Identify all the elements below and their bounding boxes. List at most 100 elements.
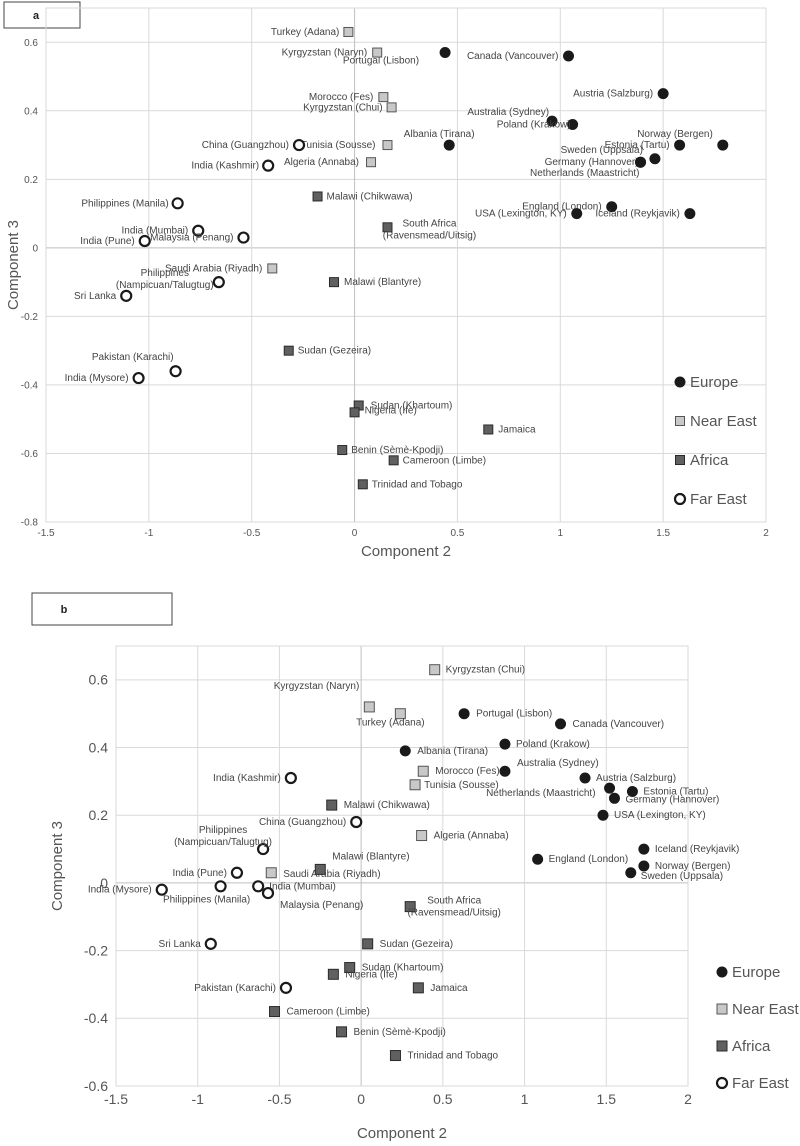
point-label-benin-seme-kpodji: Benin (Sèmè-Kpodji) bbox=[351, 445, 443, 456]
data-point-morocco-fes bbox=[417, 765, 429, 777]
data-point-saudi-arabia-riyadh bbox=[267, 263, 278, 274]
x-tick-label: -1.5 bbox=[37, 528, 55, 539]
y-tick-label: 0.6 bbox=[89, 672, 109, 688]
data-point-tunisia-sousse bbox=[382, 140, 393, 151]
y-tick-label: 0.4 bbox=[89, 739, 109, 755]
chart-panel-a: a -1.5 -1 -0.5 0 0.5 1 1.5 2 -0.8 -0.6 -0.4 -0.2 0 0.2… bbox=[3, 1, 769, 560]
point-label-saudi-arabia-riyadh: Saudi Arabia (Riyadh) bbox=[283, 869, 380, 880]
legend: Europe Near East Africa Far East bbox=[715, 964, 800, 1092]
point-label-india-mumbai: India (Mumbai) bbox=[122, 226, 189, 237]
series-europe: Portugal (Lisbon) Canada (Vancouver) Austr… bbox=[343, 47, 729, 220]
data-point-south-africa-ravensmead-uitsig bbox=[404, 901, 416, 913]
data-point-india-pune bbox=[138, 234, 151, 248]
y-tick-label: -0.4 bbox=[21, 380, 39, 391]
data-point-india-pune bbox=[230, 866, 244, 879]
point-label-norway-bergen: Norway (Bergen) bbox=[637, 129, 713, 140]
data-point-usa-lexington-ky bbox=[597, 809, 609, 821]
plot-frame bbox=[115, 645, 689, 1087]
data-point-india-mumbai bbox=[252, 880, 265, 893]
plot-frame bbox=[45, 7, 767, 523]
point-label-albania-tirana: Albania (Tirana) bbox=[404, 129, 475, 140]
data-point-sudan-gezeira bbox=[283, 345, 294, 356]
data-point-sweden-uppsala bbox=[649, 153, 661, 165]
series-near-east: Turkey (Adana) Kyrgyzstan (Naryn) Morocco … bbox=[165, 26, 397, 274]
data-point-trinidad-and-tobago bbox=[357, 479, 368, 490]
y-tick-label: 0 bbox=[32, 243, 38, 254]
point-label-cameroon-limbe: Cameroon (Limbe) bbox=[287, 1007, 370, 1018]
data-point-china-guangzhou bbox=[292, 138, 306, 152]
point-label-sri-lanka: Sri Lanka bbox=[159, 939, 202, 950]
data-point-jamaica bbox=[483, 424, 494, 435]
point-label-trinidad-and-tobago: Trinidad and Tobago bbox=[372, 479, 463, 490]
legend-item-far-east: Far East bbox=[715, 1075, 790, 1092]
point-label-malawi-chikwawa: Malawi (Chikwawa) bbox=[344, 800, 430, 811]
data-point-australia-sydney bbox=[546, 115, 558, 127]
data-point-morocco-fes bbox=[378, 92, 389, 103]
data-point-india-kashmir bbox=[262, 159, 275, 172]
legend-label-africa: Africa bbox=[732, 1038, 771, 1055]
legend-marker-europe bbox=[674, 376, 686, 388]
y-tick-label: -0.6 bbox=[84, 1078, 108, 1094]
data-point-turkey-adana bbox=[394, 708, 406, 720]
data-point-benin-seme-kpodji bbox=[337, 445, 348, 456]
data-point-algeria-annaba bbox=[366, 157, 377, 168]
data-point-malawi-chikwawa bbox=[312, 191, 323, 202]
y-tick-label: -0.4 bbox=[84, 1010, 108, 1026]
legend-item-europe: Europe bbox=[674, 374, 738, 391]
y-tick-label: 0.6 bbox=[24, 38, 38, 49]
data-point-benin-seme-kpodji bbox=[336, 1026, 348, 1038]
legend-label-africa: Africa bbox=[690, 452, 729, 469]
y-tick-label: 0 bbox=[100, 875, 108, 891]
point-label-iceland-reykjavik: Iceland (Reykjavik) bbox=[595, 209, 679, 220]
point-label-malawi-chikwawa: Malawi (Chikwawa) bbox=[327, 191, 413, 202]
legend-label-far-east: Far East bbox=[732, 1075, 790, 1092]
x-tick-label: -1 bbox=[191, 1091, 204, 1107]
data-point-pakistan-karachi bbox=[279, 981, 293, 994]
data-point-iceland-reykjavik bbox=[638, 843, 650, 855]
point-label-australia-sydney: Australia (Sydney) bbox=[467, 107, 549, 118]
point-label-trinidad-and-tobago: Trinidad and Tobago bbox=[407, 1051, 498, 1062]
point-label-tunisia-sousse: Tunisia (Sousse) bbox=[301, 140, 376, 151]
point-label-poland-krakow: Poland (Krakow) bbox=[516, 739, 590, 750]
point-label-sudan-khartoum: Sudan (Khartoum) bbox=[362, 963, 444, 974]
point-label-albania-tirana: Albania (Tirana) bbox=[417, 746, 488, 757]
data-point-portugal-lisbon bbox=[439, 47, 451, 59]
legend-label-near-east: Near East bbox=[732, 1001, 800, 1018]
y-tick-label: 0.4 bbox=[24, 106, 38, 117]
point-label-morocco-fes: Morocco (Fes) bbox=[309, 92, 373, 103]
data-point-india-mumbai bbox=[192, 224, 205, 237]
data-point-estonia-tartu bbox=[626, 786, 638, 798]
point-label-india-pune: India (Pune) bbox=[172, 868, 226, 879]
point-label-turkey-adana: Turkey (Adana) bbox=[356, 718, 425, 729]
point-label-germany-hannover: Germany (Hannover) bbox=[625, 794, 719, 805]
point-label-jamaica: Jamaica bbox=[498, 424, 536, 435]
data-point-india-mysore bbox=[132, 371, 145, 385]
point-label-pakistan-karachi: Pakistan (Karachi) bbox=[194, 983, 276, 994]
point-label-estonia-tartu: Estonia (Tartu) bbox=[605, 140, 670, 151]
point-label-india-pune: India (Pune) bbox=[80, 236, 134, 247]
point-label-kyrgyzstan-chui: Kyrgyzstan (Chui) bbox=[303, 102, 382, 113]
point-label-sweden-uppsala: Sweden (Uppsala) bbox=[561, 145, 643, 156]
point-label-malawi-blantyre: Malawi (Blantyre) bbox=[344, 277, 421, 288]
point-label-tunisia-sousse: Tunisia (Sousse) bbox=[424, 780, 499, 791]
point-label-iceland-reykjavik: Iceland (Reykjavik) bbox=[655, 844, 739, 855]
point-label-turkey-adana: Turkey (Adana) bbox=[271, 27, 340, 38]
data-point-sweden-uppsala bbox=[625, 867, 637, 879]
legend-marker-near-east bbox=[675, 416, 685, 426]
point-label-germany-hannover: Germany (Hannover) bbox=[545, 157, 639, 168]
data-point-england-london bbox=[606, 201, 618, 213]
legend-item-europe: Europe bbox=[716, 964, 780, 981]
y-axis: -0.6 -0.4 -0.2 0 0.2 0.4 0.6 bbox=[84, 672, 108, 1094]
data-point-kyrgyzstan-naryn bbox=[363, 701, 375, 713]
point-label-sri-lanka: Sri Lanka bbox=[74, 291, 117, 302]
point-label-india-mumbai: India (Mumbai) bbox=[269, 881, 336, 892]
legend-label-europe: Europe bbox=[732, 964, 780, 981]
data-point-tunisia-sousse bbox=[409, 779, 421, 791]
x-tick-label: 2 bbox=[684, 1091, 692, 1107]
point-label-netherlands-maastricht: Netherlands (Maastricht) bbox=[530, 168, 639, 179]
y-axis-title: Component 3 bbox=[49, 821, 66, 911]
point-label-portugal-lisbon: Portugal (Lisbon) bbox=[476, 709, 552, 720]
x-tick-label: 0.5 bbox=[450, 528, 464, 539]
